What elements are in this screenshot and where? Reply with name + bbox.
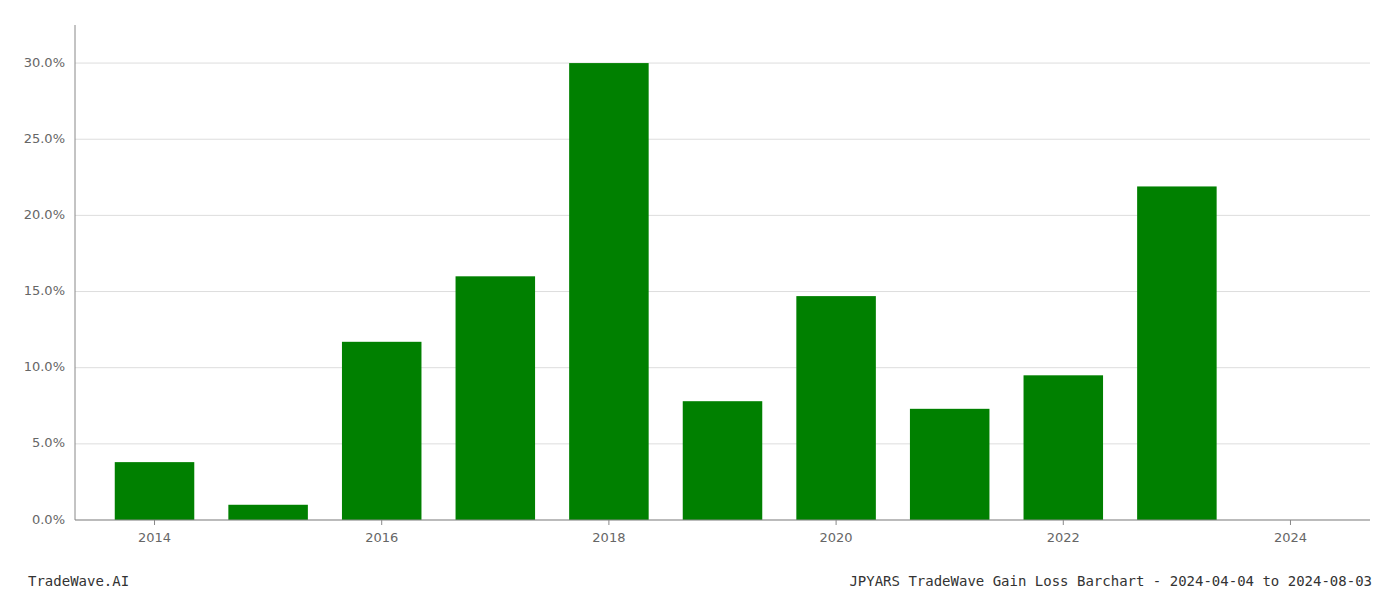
bar <box>456 276 536 520</box>
bar <box>1024 375 1104 520</box>
bar <box>796 296 876 520</box>
x-tick <box>1063 520 1064 525</box>
y-axis: 0.0% 5.0% 10.0% 15.0% 20.0% 25.0% 30.0% <box>24 55 65 527</box>
x-axis-line <box>75 520 1370 521</box>
y-tick-label: 25.0% <box>24 131 65 146</box>
footer-right: JPYARS TradeWave Gain Loss Barchart - 20… <box>849 573 1372 589</box>
y-tick-label: 5.0% <box>32 435 65 450</box>
bar <box>569 63 649 520</box>
y-tick-label: 10.0% <box>24 359 65 374</box>
x-tick <box>381 520 382 525</box>
x-tick-label: 2016 <box>365 530 398 545</box>
bar <box>228 505 308 520</box>
grid <box>75 63 1370 520</box>
chart-container: 0.0%5.0%10.0%15.0%20.0%25.0%30.0%2014201… <box>0 0 1400 600</box>
y-tick-label: 30.0% <box>24 55 65 70</box>
bar <box>342 342 422 520</box>
bars <box>115 63 1217 520</box>
page: {"chart_data": {"type": "bar", "x": [201… <box>0 0 1400 600</box>
bar <box>683 401 763 520</box>
y-tick-label: 0.0% <box>32 512 65 527</box>
y-axis-line <box>75 25 76 520</box>
x-tick <box>608 520 609 525</box>
x-tick-label: 2020 <box>820 530 853 545</box>
x-tick-label: 2014 <box>138 530 171 545</box>
bar <box>910 409 990 520</box>
bar <box>115 462 195 520</box>
x-tick-label: 2022 <box>1047 530 1080 545</box>
x-tick-label: 2024 <box>1274 530 1307 545</box>
grid-line <box>75 139 1370 140</box>
x-tick <box>836 520 837 525</box>
y-tick-label: 15.0% <box>24 283 65 298</box>
x-tick <box>1290 520 1291 525</box>
chart: 0.0%5.0%10.0%15.0%20.0%25.0%30.0%2014201… <box>0 0 1400 600</box>
x-axis: 2014 2016 2018 2020 2022 2024 <box>138 520 1307 545</box>
bar <box>1137 186 1217 520</box>
y-tick-label: 20.0% <box>24 207 65 222</box>
x-tick-label: 2018 <box>592 530 625 545</box>
x-tick <box>154 520 155 525</box>
grid-line <box>75 520 1370 521</box>
footer-left: TradeWave.AI <box>28 573 129 589</box>
grid-line <box>75 63 1370 64</box>
